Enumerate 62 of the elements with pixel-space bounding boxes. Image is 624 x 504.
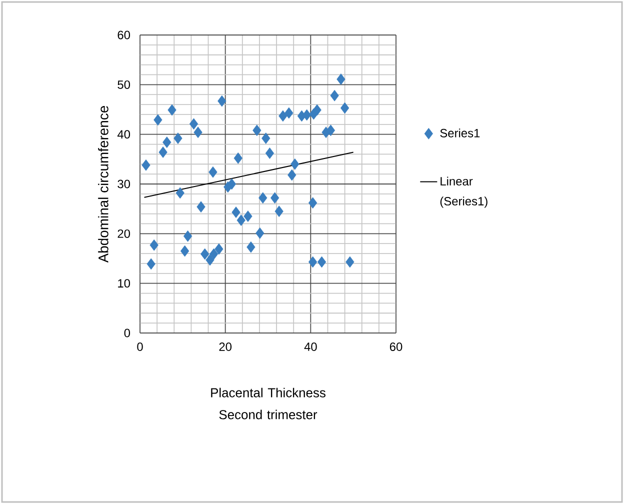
point — [158, 146, 168, 158]
point — [236, 214, 246, 226]
point — [288, 169, 296, 181]
point — [340, 102, 350, 114]
point — [232, 206, 240, 218]
x-tick-label: 20 — [219, 342, 232, 351]
point — [270, 192, 280, 204]
y-tick-label: 60 — [118, 30, 130, 40]
point — [308, 256, 318, 268]
point — [218, 95, 226, 107]
y-tick-label: 40 — [117, 130, 130, 139]
point — [183, 230, 192, 242]
point — [244, 210, 252, 222]
point — [290, 158, 300, 170]
point — [176, 187, 184, 199]
point — [302, 109, 312, 121]
point — [174, 132, 182, 144]
legend-label: Series1 — [440, 128, 480, 138]
point — [284, 107, 294, 119]
point — [246, 241, 256, 253]
point — [252, 124, 262, 136]
point — [168, 104, 176, 116]
point — [336, 74, 346, 85]
point — [265, 148, 274, 159]
x-axis-title: Placental Thickness Second trimester — [211, 388, 326, 420]
point — [312, 104, 322, 116]
point — [234, 152, 242, 164]
point — [214, 243, 224, 255]
point — [317, 256, 326, 268]
point — [189, 118, 198, 130]
point — [326, 124, 336, 136]
point — [258, 192, 268, 204]
y-axis-title: Abdominal circumference — [98, 106, 108, 263]
point — [194, 126, 202, 138]
point — [346, 256, 354, 268]
point — [150, 239, 158, 251]
x-tick-label: 40 — [304, 342, 317, 351]
point — [206, 254, 214, 266]
x-tick-label: 60 — [390, 342, 402, 351]
legend-label: Linear (Series1) — [440, 176, 488, 208]
y-tick-label: 30 — [118, 180, 130, 188]
point — [208, 166, 218, 178]
point — [274, 206, 284, 218]
x-tick-label: 0 — [137, 342, 143, 351]
y-tick-label: 0 — [124, 328, 130, 338]
point — [200, 248, 210, 260]
y-tick-label: 50 — [118, 80, 130, 89]
point — [209, 248, 218, 260]
point — [154, 114, 162, 126]
point — [256, 227, 264, 239]
point — [262, 132, 270, 144]
point — [146, 258, 156, 270]
point — [330, 90, 339, 102]
point — [142, 159, 150, 171]
point — [162, 136, 172, 148]
point — [308, 197, 318, 209]
point — [180, 245, 190, 257]
point — [196, 201, 206, 213]
point — [278, 110, 288, 122]
y-tick-label: 10 — [118, 279, 130, 288]
y-tick-label: 20 — [118, 229, 130, 238]
point — [227, 178, 236, 190]
